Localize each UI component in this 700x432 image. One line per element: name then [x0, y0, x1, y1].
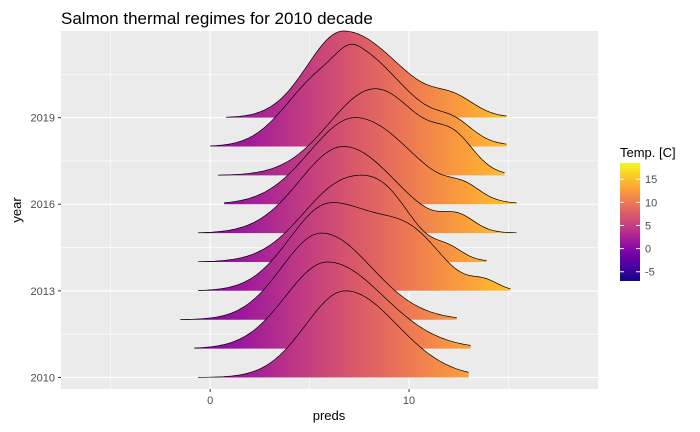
ridge-outline-2019	[226, 30, 507, 118]
color-legend: Temp. [C] -5 0 5 10 15	[620, 145, 676, 281]
ridge-outline-2017	[218, 88, 505, 176]
ridge-outline-2010	[198, 290, 469, 378]
ridge-outline-2018	[210, 43, 507, 147]
y-tick-label: 2016	[31, 199, 55, 211]
y-tick-label: 2013	[31, 286, 55, 298]
legend-tick-label: -5	[645, 267, 655, 279]
chart-title: Salmon thermal regimes for 2010 decade	[61, 9, 373, 28]
x-axis: 0 10	[207, 389, 415, 407]
legend-tick-label: 0	[645, 244, 651, 256]
ridge-outline-2011	[194, 261, 471, 349]
ridge-2013	[198, 202, 511, 291]
x-tick-label: 0	[207, 395, 213, 407]
ridge-outline-2013	[198, 202, 511, 291]
legend-tick-label: 15	[645, 174, 657, 186]
y-tick-label: 2019	[31, 113, 55, 125]
legend-tick-label: 5	[645, 220, 651, 232]
y-axis: 2010 2013 2016 2019	[31, 113, 61, 384]
y-axis-title: year	[9, 197, 24, 223]
legend-title: Temp. [C]	[620, 145, 676, 160]
x-axis-title: preds	[313, 408, 346, 423]
ridge-outline-2014	[198, 174, 487, 263]
ridge-outline-2015	[198, 146, 517, 234]
legend-tick-label: 10	[645, 197, 657, 209]
x-tick-label: 10	[403, 395, 415, 407]
y-tick-label: 2010	[31, 372, 55, 384]
legend-colorbar	[620, 163, 640, 281]
ridge-outline-2016	[224, 117, 517, 204]
ridge-outline-2012	[180, 232, 457, 320]
ridge-2010	[198, 290, 469, 378]
density-ridges	[180, 30, 517, 378]
